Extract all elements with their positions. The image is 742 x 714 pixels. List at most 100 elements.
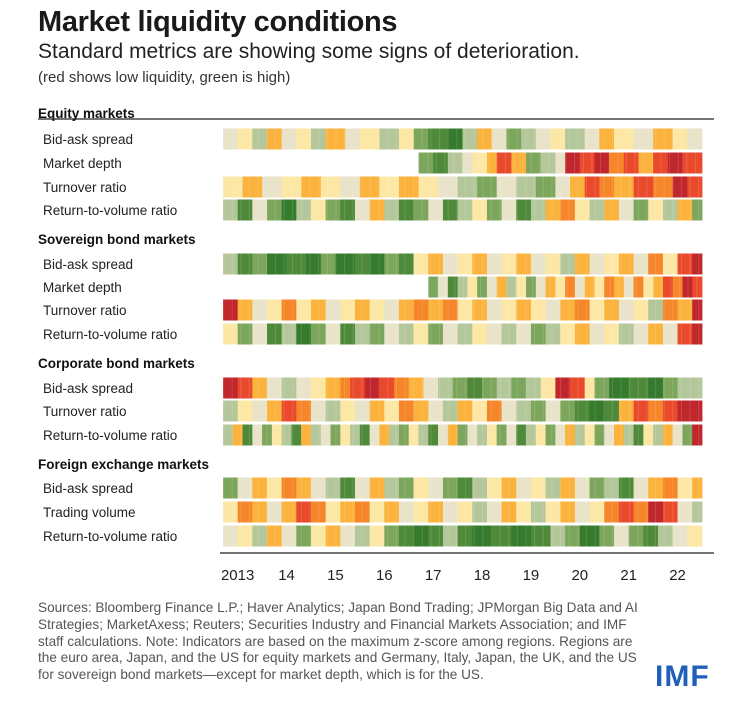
heatmap-cell — [545, 253, 561, 275]
heatmap-texture — [611, 176, 613, 198]
heatmap-cell — [428, 477, 444, 499]
heatmap-texture — [629, 477, 631, 499]
heatmap-texture — [655, 199, 657, 221]
heatmap-cell — [633, 323, 649, 345]
heatmap-texture — [585, 400, 587, 422]
heatmap-texture — [490, 377, 492, 399]
heatmap-texture — [490, 477, 492, 499]
heatmap-texture — [231, 299, 233, 321]
heatmap-texture — [309, 299, 311, 321]
heatmap-cell — [496, 377, 512, 399]
heatmap-texture — [549, 276, 551, 298]
heatmap-texture — [318, 253, 320, 275]
heatmap-texture — [603, 299, 605, 321]
heatmap-cell — [237, 501, 253, 523]
heatmap-texture — [240, 323, 242, 345]
heatmap-texture — [655, 477, 657, 499]
heatmap-texture — [404, 501, 406, 523]
heatmap-cell — [633, 276, 644, 298]
heatmap-texture — [516, 253, 518, 275]
heatmap-texture — [698, 424, 700, 446]
heatmap-cell — [369, 501, 385, 523]
heatmap-cell — [242, 424, 253, 446]
heatmap-cell — [604, 424, 615, 446]
heatmap-texture — [559, 199, 562, 221]
heatmap-texture — [223, 424, 225, 446]
heatmap-texture — [352, 400, 354, 422]
heatmap-cell — [413, 477, 429, 499]
heatmap-texture — [513, 152, 515, 174]
heatmap-cell — [516, 176, 537, 198]
heatmap-texture — [248, 199, 251, 221]
x-tick-label: 20 — [571, 567, 588, 584]
heatmap-cell — [281, 501, 297, 523]
heatmap-texture — [655, 525, 657, 547]
heatmap-texture — [508, 176, 510, 198]
heatmap-texture — [655, 299, 657, 321]
heatmap-texture — [413, 253, 415, 275]
heatmap-texture — [240, 400, 242, 422]
heatmap-cell — [584, 377, 595, 399]
heatmap-texture — [292, 128, 294, 150]
heatmap-texture — [522, 152, 524, 174]
heatmap-texture — [516, 299, 518, 321]
heatmap-texture — [421, 501, 423, 523]
heatmap-cell — [281, 176, 302, 198]
heatmap-texture — [352, 323, 354, 345]
heatmap-cell — [354, 253, 371, 275]
heatmap-texture — [343, 424, 346, 446]
heatmap-cell — [550, 128, 566, 150]
heatmap-texture — [534, 199, 536, 221]
heatmap-texture — [577, 501, 579, 523]
heatmap-texture — [404, 424, 406, 446]
heatmap-cell — [266, 128, 283, 150]
heatmap-cell — [623, 424, 634, 446]
heatmap-cell — [413, 323, 429, 345]
heatmap-cell — [545, 477, 561, 499]
heatmap-texture — [266, 176, 268, 198]
heatmap-cell — [442, 299, 459, 321]
heatmap-texture — [292, 477, 294, 499]
heatmap-cell — [442, 253, 459, 275]
heatmap-cell — [545, 276, 556, 298]
heatmap-texture — [473, 525, 475, 547]
heatmap-cell — [570, 377, 586, 399]
chart-subtitle: Standard metrics are showing some signs … — [38, 40, 580, 63]
heatmap-texture — [473, 400, 475, 422]
heatmap-texture — [395, 424, 397, 446]
heatmap-texture — [663, 323, 665, 345]
heatmap-cell — [516, 199, 532, 221]
heatmap-texture — [559, 400, 562, 422]
heatmap-cell — [653, 128, 674, 150]
heatmap-texture — [490, 323, 492, 345]
heatmap-cell — [648, 323, 664, 345]
heatmap-chart: Equity markets Bid-ask spread Market depth… — [38, 106, 714, 584]
heatmap-texture — [428, 276, 430, 298]
heatmap-texture — [559, 128, 562, 150]
heatmap-texture — [309, 176, 311, 198]
heatmap-texture — [698, 128, 700, 150]
heatmap-texture — [387, 253, 389, 275]
heatmap-cell — [555, 176, 571, 198]
heatmap-texture — [421, 128, 423, 150]
heatmap-texture — [395, 501, 397, 523]
heatmap-cell — [296, 400, 312, 422]
heatmap-texture — [655, 400, 657, 422]
heatmap-texture — [620, 525, 622, 547]
heatmap-texture — [335, 299, 337, 321]
heatmap-texture — [447, 253, 449, 275]
heatmap-texture — [551, 299, 553, 321]
heatmap-texture — [680, 477, 683, 499]
heatmap-cell — [516, 477, 532, 499]
heatmap-cell — [496, 152, 512, 174]
heatmap-cell — [599, 128, 615, 150]
heatmap-texture — [318, 400, 320, 422]
heatmap-texture — [508, 525, 510, 547]
heatmap-cell — [574, 323, 590, 345]
heatmap-texture — [677, 152, 679, 174]
heatmap-texture — [369, 525, 371, 547]
heatmap-texture — [655, 424, 657, 446]
heatmap-cell — [501, 477, 517, 499]
heatmap-texture — [369, 377, 371, 399]
heatmap-texture — [577, 323, 579, 345]
